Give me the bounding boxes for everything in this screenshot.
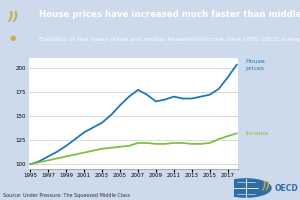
Circle shape bbox=[221, 179, 271, 197]
Text: Income: Income bbox=[245, 131, 269, 136]
Text: )): )) bbox=[8, 11, 19, 24]
Text: Evolution of real house prices and median household income since 1995, OECD aver: Evolution of real house prices and media… bbox=[39, 37, 300, 42]
Text: Source: Under Pressure: The Squeezed Middle Class: Source: Under Pressure: The Squeezed Mid… bbox=[3, 193, 130, 198]
Text: ●: ● bbox=[8, 35, 16, 41]
Text: )): )) bbox=[262, 180, 271, 190]
Text: House
prices: House prices bbox=[245, 59, 265, 71]
Text: OECD: OECD bbox=[275, 184, 299, 193]
Text: House prices have increased much faster than middle incomes: House prices have increased much faster … bbox=[39, 10, 300, 19]
